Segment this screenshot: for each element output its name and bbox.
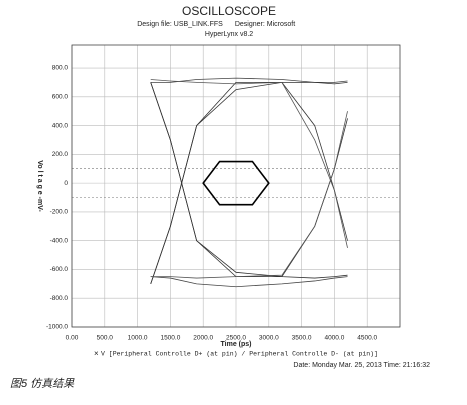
eye-trace bbox=[150, 82, 348, 278]
plot-frame bbox=[71, 44, 401, 328]
eye-trace bbox=[150, 82, 348, 284]
eye-mask bbox=[202, 160, 270, 206]
x-tick-label: 4500.0 bbox=[357, 335, 377, 342]
y-tick-label: -400.0 bbox=[50, 237, 69, 244]
y-tick-label: -1000.0 bbox=[46, 324, 68, 331]
y-tick-label: 0 bbox=[64, 180, 68, 187]
y-tick-label: 800.0 bbox=[52, 65, 69, 72]
legend-marker: × bbox=[94, 349, 99, 358]
x-tick-label: 1000.0 bbox=[128, 335, 148, 342]
chart-title: OSCILLOSCOPE bbox=[182, 4, 276, 18]
designer: Designer: Microsoft bbox=[235, 21, 295, 28]
y-tick-label: -600.0 bbox=[50, 266, 69, 273]
eye-trace bbox=[150, 77, 348, 83]
y-tick-label: 200.0 bbox=[52, 151, 69, 158]
x-tick-label: 3500.0 bbox=[292, 335, 312, 342]
y-tick-label: -800.0 bbox=[50, 295, 69, 302]
x-tick-label: 0.00 bbox=[66, 335, 79, 342]
caption: 图5 仿真结果 bbox=[10, 377, 75, 390]
eye-trace bbox=[150, 82, 348, 279]
x-tick-label: 2500.0 bbox=[226, 335, 246, 342]
x-tick-label: 2000.0 bbox=[193, 335, 213, 342]
eye-trace bbox=[150, 111, 348, 279]
x-axis-label: Time (ps) bbox=[221, 341, 252, 348]
eye-trace bbox=[150, 79, 348, 248]
y-tick-label: -200.0 bbox=[50, 209, 69, 216]
eye-trace bbox=[150, 276, 348, 288]
design-file: Design file: USB_LINK.FFS bbox=[137, 21, 223, 28]
y-tick-label: 600.0 bbox=[52, 94, 69, 101]
x-tick-label: 3000.0 bbox=[259, 335, 279, 342]
x-tick-label: 1500.0 bbox=[160, 335, 180, 342]
y-axis-label: Vo l t a g e -mV- bbox=[36, 160, 43, 212]
x-tick-label: 500.0 bbox=[97, 335, 114, 342]
software: HyperLynx v8.2 bbox=[205, 31, 253, 38]
timestamp: Date: Monday Mar. 25, 2013 Time: 21:16:3… bbox=[293, 362, 430, 369]
x-tick-label: 4000.0 bbox=[324, 335, 344, 342]
legend-entry: V [Peripheral Controlle D+ (at pin) / Pe… bbox=[101, 351, 378, 358]
y-tick-label: 400.0 bbox=[52, 122, 69, 129]
